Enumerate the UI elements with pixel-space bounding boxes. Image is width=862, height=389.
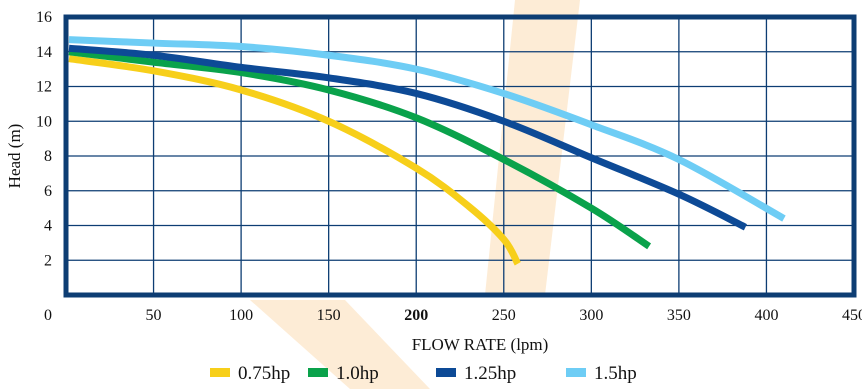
legend-swatch-3	[566, 368, 586, 377]
legend: 0.75hp 1.0hp 1.25hp 1.5hp	[210, 363, 637, 384]
x-tick-label-2: 100	[229, 307, 253, 324]
series-line-1-0hp	[68, 48, 652, 250]
x-axis-title: FLOW RATE (lpm)	[412, 335, 549, 354]
x-tick-label-9: 450	[842, 307, 862, 324]
x-tick-label-4: 200	[404, 307, 428, 324]
legend-label-2: 1.25hp	[464, 363, 516, 384]
x-tick-label-8: 400	[754, 307, 778, 324]
y-tick-label-4: 10	[36, 113, 52, 130]
series-line-0-75hp	[68, 55, 521, 266]
legend-label-0: 0.75hp	[238, 363, 290, 384]
grid	[66, 17, 854, 295]
x-tick-label-0: 0	[44, 307, 52, 324]
x-tick-labels: 0 50 100 150 200 250 300 350 400 450	[44, 307, 862, 324]
series-line-1-5hp	[68, 36, 786, 222]
y-tick-label-1: 4	[44, 218, 52, 235]
legend-swatch-0	[210, 368, 230, 377]
series-line-1-25hp	[68, 44, 747, 231]
legend-label-3: 1.5hp	[594, 363, 637, 384]
x-tick-label-3: 150	[317, 307, 341, 324]
y-tick-labels: 2 4 6 8 10 12 14 16	[36, 9, 52, 269]
y-tick-label-7: 16	[36, 9, 52, 26]
plot-frame	[63, 14, 857, 298]
legend-swatch-1	[308, 368, 328, 377]
x-tick-label-1: 50	[146, 307, 162, 324]
y-tick-label-5: 12	[36, 79, 52, 96]
series-group	[68, 36, 786, 266]
background-wash	[250, 0, 580, 389]
y-tick-label-6: 14	[36, 44, 52, 61]
x-tick-label-6: 300	[579, 307, 603, 324]
legend-swatch-2	[436, 368, 456, 377]
x-tick-label-5: 250	[492, 307, 516, 324]
legend-label-1: 1.0hp	[336, 363, 379, 384]
y-tick-label-2: 6	[44, 183, 52, 200]
y-axis-title: Head (m)	[5, 124, 24, 189]
x-tick-label-7: 350	[667, 307, 691, 324]
y-tick-label-3: 8	[44, 148, 52, 165]
y-tick-label-0: 2	[44, 252, 52, 269]
